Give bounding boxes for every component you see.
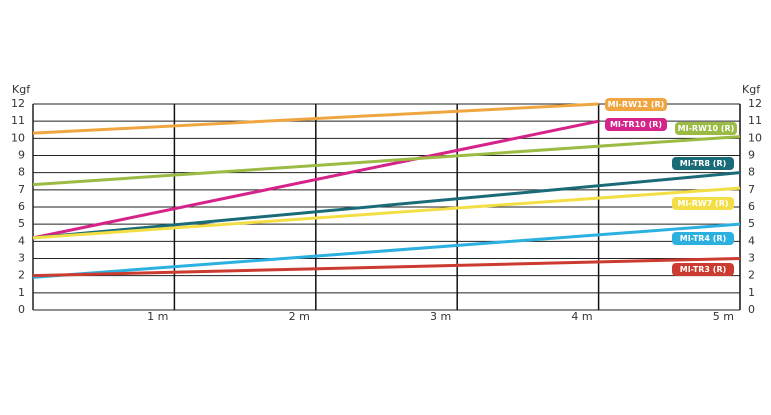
y-tick-label: 5 [18,217,25,230]
legend-label: MI-TR4 (R) [680,234,727,243]
legend-tag-box [605,118,667,131]
y-axis-label: Kgf [12,83,31,96]
y-tick-label: 10 [11,131,25,144]
y-tick-label-right: 9 [748,149,755,162]
legend-tag: MI-RW7 (R) [672,197,734,210]
series-line [32,119,599,240]
y-tick-label: 4 [18,234,25,247]
legend-label: MI-RW7 (R) [677,199,728,208]
series-line [32,257,741,278]
legend-tag: MI-RW10 (R) [675,122,737,135]
legend-tag-box [672,232,734,245]
legend-tag-box [675,122,737,135]
legend-label: MI-TR8 (R) [680,159,727,168]
x-tick-label: 2 m [289,310,310,323]
legend-tag: MI-TR8 (R) [672,157,734,170]
y-tick-label: 0 [18,303,25,316]
x-tick-label: 4 m [571,310,592,323]
y-tick-label: 3 [18,252,25,265]
x-tick-label: 3 m [430,310,451,323]
series-line [32,135,741,187]
y-tick-label: 2 [18,269,25,282]
y-tick-label-right: 4 [748,234,755,247]
y-tick-label: 11 [11,114,25,127]
y-tick-label-right: 0 [748,303,755,316]
legend-label: MI-TR10 (R) [610,120,662,129]
y-tick-label-right: 6 [748,200,755,213]
y-tick-label-right: 10 [748,131,762,144]
y-axis-label-right: Kgf [742,83,761,96]
y-tick-label-right: 12 [748,97,762,110]
series-line [32,171,741,240]
x-tick-label: 1 m [147,310,168,323]
series-line [32,222,741,279]
legend-tag: MI-TR10 (R) [605,118,667,131]
y-tick-label-right: 11 [748,114,762,127]
y-tick-label: 7 [18,183,25,196]
x-tick-label: 5 m [713,310,734,323]
legend-tag-box [605,98,667,111]
y-tick-label-right: 3 [748,252,755,265]
legend-tag: MI-RW12 (R) [605,98,667,111]
legend-label: MI-TR3 (R) [680,265,727,274]
legend-label: MI-RW10 (R) [678,124,735,133]
legend-tag: MI-TR4 (R) [672,232,734,245]
legend-tag-box [672,197,734,210]
y-tick-label: 9 [18,149,25,162]
y-tick-label: 12 [11,97,25,110]
series-line [32,186,741,240]
y-tick-label-right: 8 [748,166,755,179]
y-tick-label-right: 5 [748,217,755,230]
y-tick-label-right: 7 [748,183,755,196]
series-line [32,102,599,135]
y-tick-label-right: 1 [748,286,755,299]
legend-label: MI-RW12 (R) [608,100,665,109]
y-tick-label: 1 [18,286,25,299]
y-tick-label-right: 2 [748,269,755,282]
y-tick-label: 6 [18,200,25,213]
legend-tag: MI-TR3 (R) [672,263,734,276]
legend-tag-box [672,263,734,276]
y-tick-label: 8 [18,166,25,179]
legend-tag-box [672,157,734,170]
